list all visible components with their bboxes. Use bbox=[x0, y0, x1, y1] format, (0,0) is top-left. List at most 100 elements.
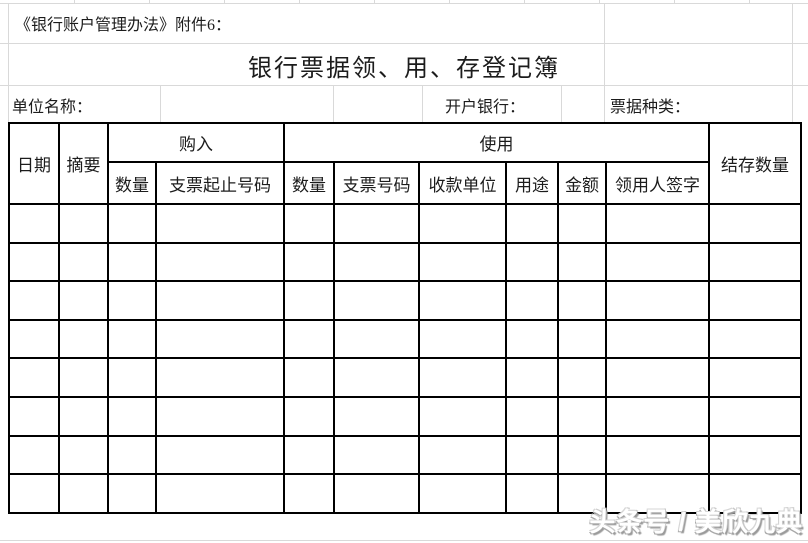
empty-cell[interactable] bbox=[505, 473, 559, 514]
empty-cell[interactable] bbox=[418, 473, 507, 514]
empty-cell[interactable] bbox=[107, 434, 157, 476]
empty-cell[interactable] bbox=[605, 357, 710, 398]
empty-cell[interactable] bbox=[155, 395, 285, 437]
empty-cell[interactable] bbox=[333, 241, 420, 283]
empty-cell[interactable] bbox=[155, 357, 285, 398]
empty-cell[interactable] bbox=[557, 434, 607, 476]
empty-cell[interactable] bbox=[58, 434, 109, 476]
empty-cell[interactable] bbox=[107, 473, 157, 514]
empty-cell[interactable] bbox=[155, 318, 285, 360]
empty-cell[interactable] bbox=[505, 203, 559, 244]
empty-cell[interactable] bbox=[107, 395, 157, 437]
empty-cell[interactable] bbox=[107, 318, 157, 360]
empty-cell[interactable] bbox=[557, 318, 607, 360]
empty-cell[interactable] bbox=[333, 318, 420, 360]
empty-cell[interactable] bbox=[418, 318, 507, 360]
empty-cell[interactable] bbox=[283, 241, 335, 283]
empty-cell[interactable] bbox=[107, 241, 157, 283]
empty-cell[interactable] bbox=[283, 434, 335, 476]
empty-cell[interactable] bbox=[605, 434, 710, 476]
empty-cell[interactable] bbox=[107, 280, 157, 321]
empty-cell[interactable] bbox=[333, 203, 420, 244]
grid-line bbox=[0, 43, 808, 44]
empty-cell[interactable] bbox=[58, 203, 109, 244]
table-row bbox=[8, 280, 802, 321]
empty-cell[interactable] bbox=[8, 280, 60, 321]
empty-cell[interactable] bbox=[418, 280, 507, 321]
empty-cell[interactable] bbox=[505, 434, 559, 476]
empty-cell[interactable] bbox=[283, 395, 335, 437]
empty-cell[interactable] bbox=[58, 280, 109, 321]
empty-cell[interactable] bbox=[708, 318, 802, 360]
empty-cell[interactable] bbox=[505, 318, 559, 360]
empty-cell[interactable] bbox=[557, 280, 607, 321]
empty-cell[interactable] bbox=[155, 280, 285, 321]
empty-cell[interactable] bbox=[505, 241, 559, 283]
empty-cell[interactable] bbox=[283, 473, 335, 514]
empty-cell[interactable] bbox=[8, 357, 60, 398]
empty-cell[interactable] bbox=[283, 280, 335, 321]
attachment-note: 《银行账户管理办法》附件6： bbox=[15, 17, 232, 34]
grid-line bbox=[333, 85, 334, 122]
table-row bbox=[8, 473, 802, 514]
col-header-amount: 金额 bbox=[557, 161, 607, 205]
empty-cell[interactable] bbox=[107, 357, 157, 398]
col-header-signature: 领用人签字 bbox=[605, 161, 710, 205]
empty-cell[interactable] bbox=[505, 280, 559, 321]
empty-cell[interactable] bbox=[333, 357, 420, 398]
empty-cell[interactable] bbox=[58, 395, 109, 437]
grid-ticks bbox=[0, 0, 808, 3]
empty-cell[interactable] bbox=[333, 280, 420, 321]
empty-cell[interactable] bbox=[155, 473, 285, 514]
col-header-check-number: 支票号码 bbox=[333, 161, 420, 205]
empty-cell[interactable] bbox=[418, 357, 507, 398]
empty-cell[interactable] bbox=[605, 395, 710, 437]
empty-cell[interactable] bbox=[107, 203, 157, 244]
empty-cell[interactable] bbox=[418, 241, 507, 283]
empty-cell[interactable] bbox=[8, 473, 60, 514]
empty-cell[interactable] bbox=[557, 473, 607, 514]
empty-cell[interactable] bbox=[418, 203, 507, 244]
empty-cell[interactable] bbox=[557, 241, 607, 283]
empty-cell[interactable] bbox=[708, 280, 802, 321]
empty-cell[interactable] bbox=[155, 203, 285, 244]
empty-cell[interactable] bbox=[418, 434, 507, 476]
empty-cell[interactable] bbox=[557, 357, 607, 398]
empty-cell[interactable] bbox=[8, 203, 60, 244]
empty-cell[interactable] bbox=[8, 241, 60, 283]
empty-cell[interactable] bbox=[505, 357, 559, 398]
empty-cell[interactable] bbox=[505, 395, 559, 437]
empty-cell[interactable] bbox=[605, 280, 710, 321]
empty-cell[interactable] bbox=[8, 318, 60, 360]
col-header-usage-qty: 数量 bbox=[283, 161, 335, 205]
empty-cell[interactable] bbox=[708, 357, 802, 398]
empty-cell[interactable] bbox=[333, 434, 420, 476]
empty-cell[interactable] bbox=[418, 395, 507, 437]
empty-cell[interactable] bbox=[708, 434, 802, 476]
empty-cell[interactable] bbox=[8, 395, 60, 437]
empty-cell[interactable] bbox=[283, 318, 335, 360]
empty-cell[interactable] bbox=[155, 241, 285, 283]
empty-cell[interactable] bbox=[333, 395, 420, 437]
empty-cell[interactable] bbox=[58, 318, 109, 360]
empty-cell[interactable] bbox=[557, 395, 607, 437]
empty-cell[interactable] bbox=[155, 434, 285, 476]
empty-cell[interactable] bbox=[333, 473, 420, 514]
empty-cell[interactable] bbox=[58, 241, 109, 283]
empty-cell[interactable] bbox=[8, 434, 60, 476]
empty-cell[interactable] bbox=[605, 241, 710, 283]
empty-cell[interactable] bbox=[283, 357, 335, 398]
grid-line bbox=[561, 85, 562, 122]
empty-cell[interactable] bbox=[708, 203, 802, 244]
col-header-summary: 摘要 bbox=[58, 122, 109, 205]
empty-cell[interactable] bbox=[708, 241, 802, 283]
empty-cell[interactable] bbox=[58, 357, 109, 398]
empty-cell[interactable] bbox=[605, 473, 710, 514]
empty-cell[interactable] bbox=[557, 203, 607, 244]
empty-cell[interactable] bbox=[605, 318, 710, 360]
empty-cell[interactable] bbox=[708, 395, 802, 437]
empty-cell[interactable] bbox=[58, 473, 109, 514]
empty-cell[interactable] bbox=[708, 473, 802, 514]
empty-cell[interactable] bbox=[605, 203, 710, 244]
empty-cell[interactable] bbox=[283, 203, 335, 244]
